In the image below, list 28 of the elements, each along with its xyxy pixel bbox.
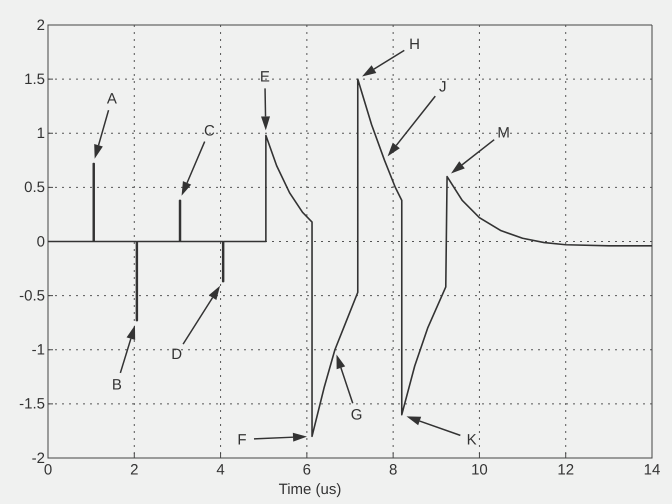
y-tick-label: 1: [36, 125, 45, 142]
annotation: A: [106, 90, 117, 108]
x-tick-label: 6: [302, 462, 312, 479]
annotation: F: [237, 431, 247, 448]
x-tick-label: 8: [388, 462, 398, 479]
x-axis-title: Time (us): [278, 481, 342, 498]
y-tick-label: -1: [32, 342, 45, 359]
annotation: D: [171, 346, 182, 364]
y-tick-label: -1.5: [19, 396, 45, 413]
annotation: K: [466, 431, 477, 448]
annotation: E: [260, 68, 270, 86]
y-tick-label: -0.5: [19, 287, 45, 304]
x-tick-label: 4: [216, 462, 225, 479]
x-tick-label: 2: [130, 462, 138, 479]
annotation: G: [350, 406, 362, 424]
annotation: H: [409, 36, 420, 54]
annotation: M: [497, 124, 510, 142]
x-tick-label: 12: [557, 462, 574, 479]
y-tick-label: 1.5: [24, 70, 45, 88]
x-tick-label: 10: [471, 462, 488, 479]
y-tick-label: 0.5: [24, 179, 45, 196]
y-tick-label: 0: [36, 233, 45, 250]
y-tick-label: 2: [36, 16, 45, 34]
annotation: B: [112, 376, 122, 394]
y-tick-label: -2: [32, 450, 45, 467]
annotation: C: [204, 122, 215, 140]
annotation: J: [438, 78, 446, 96]
x-tick-label: 14: [644, 462, 660, 479]
